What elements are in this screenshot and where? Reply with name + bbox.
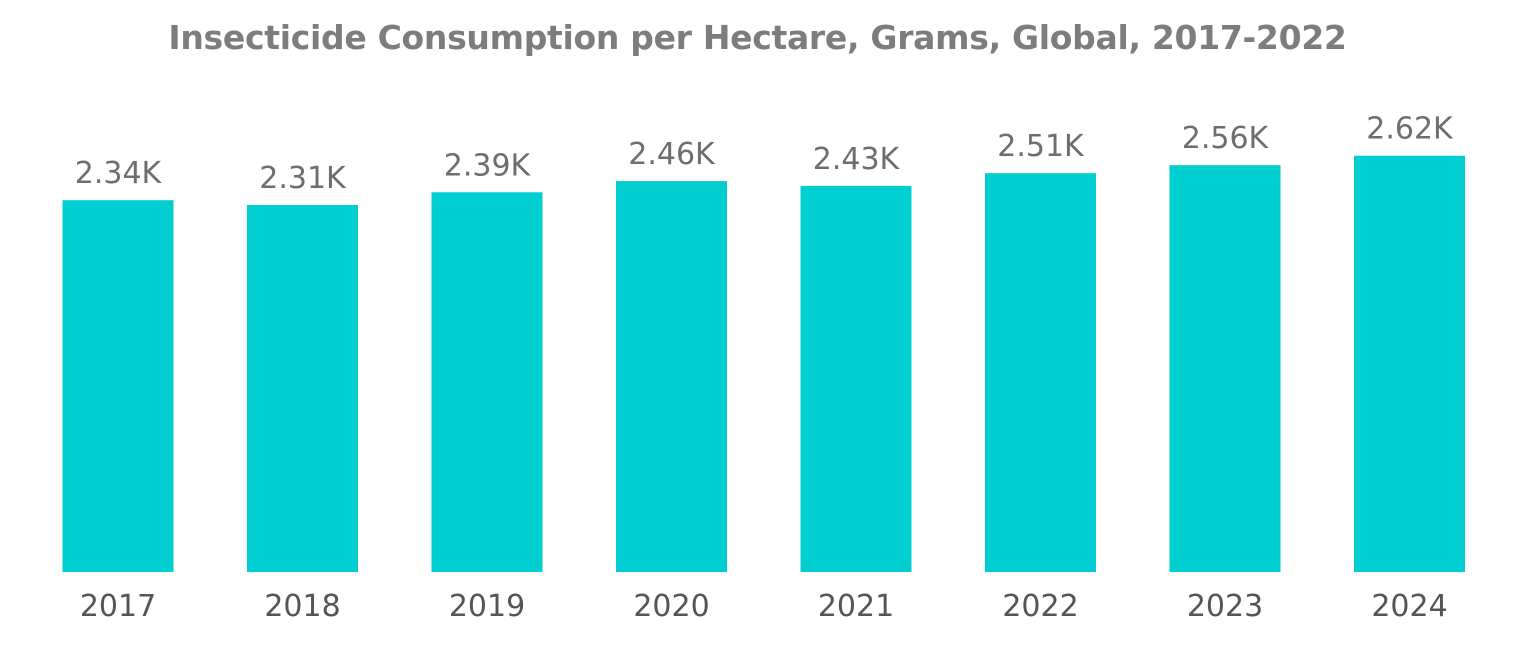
x-tick-label-2021: 2021 (818, 589, 894, 624)
x-tick-label-2020: 2020 (633, 589, 709, 624)
data-label-2022: 2.51K (997, 129, 1085, 164)
x-tick-label-2017: 2017 (80, 589, 156, 624)
chart-title: Insecticide Consumption per Hectare, Gra… (168, 18, 1347, 57)
x-tick-label-2022: 2022 (1002, 589, 1078, 624)
bar-2024 (1354, 155, 1465, 572)
data-label-2017: 2.34K (75, 156, 163, 191)
data-label-2021: 2.43K (813, 142, 901, 177)
data-label-2020: 2.46K (628, 137, 716, 172)
x-tick-label-2024: 2024 (1371, 589, 1447, 624)
bar-2023 (1169, 165, 1281, 572)
data-labels-layer: 2.34K 2.31K 2.39K 2.46K 2.43K 2.51K 2.56K 2.62K (75, 112, 1454, 196)
x-tick-label-2018: 2018 (264, 589, 340, 624)
bar-2020 (616, 181, 727, 572)
bar-2022 (985, 173, 1096, 572)
bars-layer (62, 155, 1465, 573)
data-label-2023: 2.56K (1182, 121, 1270, 156)
bar-2021 (800, 185, 912, 572)
bar-2018 (247, 205, 358, 572)
x-axis-ticks-layer: 2017 2018 2019 2020 2021 2022 2023 2024 (80, 589, 1448, 624)
x-tick-label-2019: 2019 (449, 589, 525, 624)
bar-2017 (62, 200, 174, 572)
data-label-2018: 2.31K (259, 161, 347, 196)
bar-2019 (431, 192, 543, 573)
data-label-2024: 2.62K (1366, 112, 1454, 147)
data-label-2019: 2.39K (444, 148, 532, 183)
x-tick-label-2023: 2023 (1187, 589, 1263, 624)
